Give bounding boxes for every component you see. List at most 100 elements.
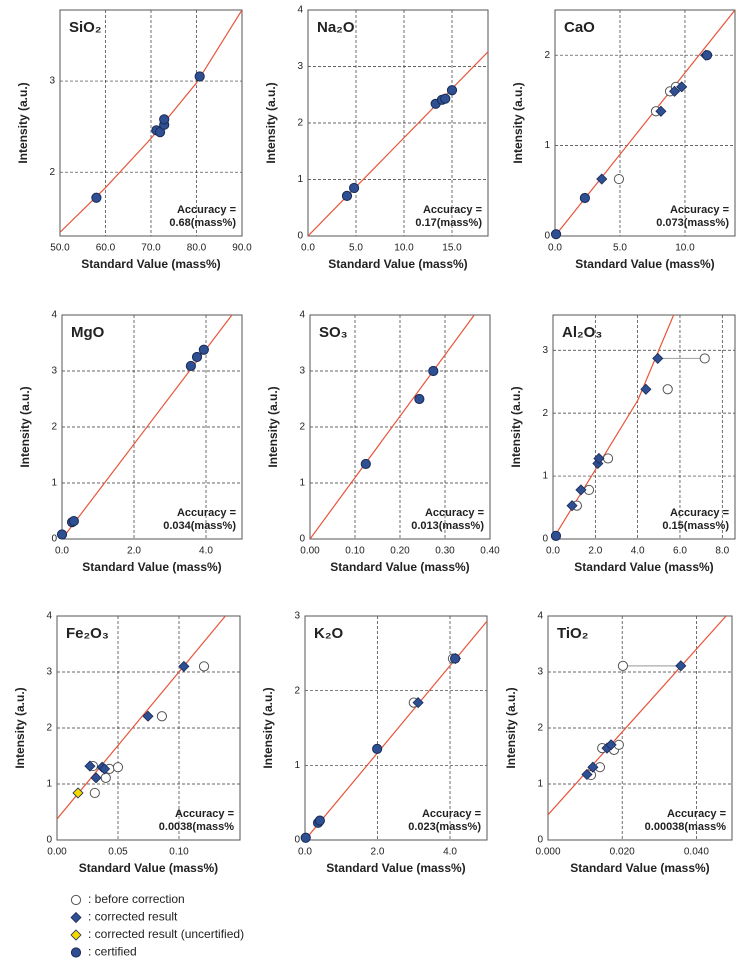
panel-title: K₂O [314, 625, 343, 642]
plot-frame [304, 615, 488, 841]
accuracy-note: 0.034(mass%) [163, 520, 236, 532]
point-certified [68, 515, 79, 527]
point-corrected [566, 500, 578, 512]
point-certified [191, 351, 203, 363]
accuracy-note: 0.00038(mass% [645, 821, 727, 833]
accuracy-note: 0.013(mass%) [411, 520, 484, 532]
y-tick-label: 0 [51, 534, 57, 545]
point-corrected [575, 484, 587, 496]
y-tick-label: 0 [299, 534, 305, 545]
point-corrected [593, 452, 605, 465]
fit-line [60, 10, 242, 233]
accuracy-note: Accuracy = [422, 808, 481, 820]
y-tick-label: 4 [299, 310, 305, 321]
y-tick-label: 3 [297, 61, 303, 72]
x-tick-label: 2.0 [588, 546, 602, 557]
point-certified [579, 192, 590, 204]
plot-frame [552, 314, 736, 540]
point-before-correction [613, 173, 625, 185]
accuracy-note: 0.68(mass%) [169, 217, 236, 229]
y-tick-label: 0 [544, 231, 550, 242]
point-corrected [640, 383, 652, 395]
x-tick-label: 2.0 [127, 546, 141, 557]
y-tick-label: 1 [51, 478, 57, 489]
point-before-correction [89, 787, 100, 799]
point-corrected [587, 761, 599, 773]
panel: 0.0 2.0 4.0 6.0 8.0 0 1 2 3 Al₂O₃ Accuracy =0.15(m… [509, 314, 736, 574]
point-corrected [652, 352, 664, 364]
y-axis-label: Intensity (a.u.) [504, 687, 518, 768]
y-tick-label: 4 [51, 310, 57, 321]
x-axis-label: Standard Value (mass%) [574, 560, 713, 574]
point-certified [701, 50, 713, 61]
x-axis-label: Standard Value (mass%) [330, 560, 469, 574]
point-certified [198, 344, 209, 355]
point-certified [300, 832, 311, 843]
y-tick-label: 2 [299, 422, 305, 433]
point-corrected [655, 105, 667, 117]
x-tick-label: 0.40 [480, 546, 500, 557]
x-tick-label: 4.0 [443, 847, 457, 858]
plot-frame [56, 615, 241, 841]
panel: 0.00 0.05 0.10 0 1 2 3 4 Fe₂O₃ Accuracy =0.0038(m… [13, 611, 241, 875]
y-tick-label: 2 [51, 422, 57, 433]
point-corrected [84, 760, 96, 772]
point-corrected [669, 85, 681, 97]
y-axis-label: Intensity (a.u.) [261, 687, 275, 768]
point-certified [314, 815, 325, 826]
panel: 0.0 2.0 4.0 0 1 2 3 K₂O Accuracy =0.023(mass%) St… [261, 611, 488, 875]
accuracy-note: Accuracy = [670, 507, 729, 519]
y-axis-label: Intensity (a.u.) [509, 386, 523, 467]
point-certified [70, 947, 82, 958]
point-certified [428, 365, 439, 377]
x-axis-label: Standard Value (mass%) [328, 257, 467, 271]
point-certified [360, 458, 371, 470]
plot-area [548, 616, 727, 816]
y-tick-label: 0 [537, 835, 543, 846]
panel: 0.0 5.0 10.0 15.0 0 1 2 3 4 Na₂O Accuracy =0.17(ma… [264, 5, 489, 271]
panel: 0.0 5.0 10.0 0 1 2 CaO Accuracy =0.073(mass%) St… [511, 9, 736, 271]
accuracy-note: Accuracy = [177, 204, 236, 216]
y-tick-label: 0 [46, 835, 52, 846]
panel-title: TiO₂ [557, 625, 588, 642]
panel-title: Fe₂O₃ [66, 625, 109, 642]
point-certified [550, 229, 562, 240]
point-certified [414, 393, 425, 405]
y-tick-label: 1 [537, 779, 543, 790]
x-tick-label: 0.10 [169, 847, 189, 858]
point-before-correction [602, 453, 614, 464]
accuracy-note: Accuracy = [423, 204, 482, 216]
x-tick-label: 80.0 [187, 243, 207, 254]
x-tick-label: 5.0 [349, 243, 363, 254]
panel-title: CaO [564, 19, 595, 36]
x-axis-label: Standard Value (mass%) [570, 861, 709, 875]
panel-title: Al₂O₃ [562, 324, 602, 341]
point-certified [159, 114, 170, 125]
panel: 0.00 0.10 0.20 0.30 0.40 0 1 2 3 4 SO₃ Accuracy =0.… [266, 310, 500, 575]
panel-title: SiO₂ [69, 19, 102, 36]
y-tick-label: 4 [297, 5, 303, 16]
point-corrected [596, 173, 608, 185]
accuracy-note: 0.15(mass%) [662, 520, 729, 532]
y-tick-label: 1 [299, 478, 305, 489]
y-tick-label: 3 [537, 667, 543, 678]
plot-area [60, 10, 242, 233]
y-tick-label: 1 [46, 779, 52, 790]
y-tick-label: 2 [537, 723, 543, 734]
plot-frame [547, 615, 733, 841]
point-certified [56, 529, 68, 540]
point-corrected [142, 710, 154, 722]
plot-area [308, 51, 488, 236]
point-certified [348, 182, 360, 194]
legend-label: : corrected result [88, 910, 178, 924]
plot-area [310, 315, 475, 539]
x-tick-label: 0.0 [298, 847, 312, 858]
y-axis-label: Intensity (a.u.) [266, 386, 280, 467]
y-tick-label: 0 [542, 534, 548, 545]
accuracy-note: Accuracy = [667, 808, 726, 820]
panel: 0.0 2.0 4.0 0 1 2 3 4 MgO Accuracy =0.034(mass%) S… [18, 310, 243, 574]
x-tick-label: 0.30 [435, 546, 455, 557]
point-corrected [676, 81, 688, 93]
panel-title: SO₃ [319, 324, 348, 341]
point-before-correction [70, 894, 82, 906]
